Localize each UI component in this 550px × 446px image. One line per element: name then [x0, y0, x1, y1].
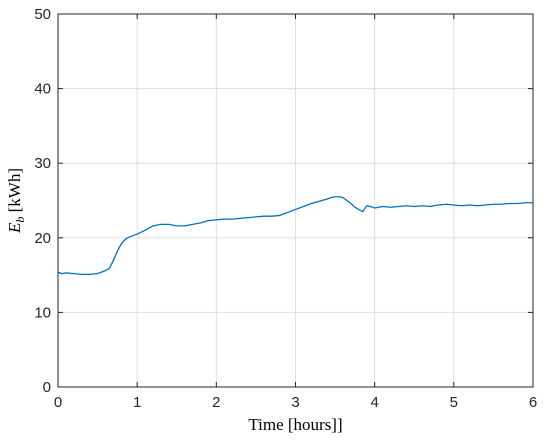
series-line-0 [57, 196, 533, 276]
y-tick-label-5: 50 [34, 6, 51, 23]
x-tick-label-3: 3 [291, 394, 299, 411]
x-tick-label-0: 0 [54, 394, 62, 411]
y-axis-label: Eb [kWh] [5, 168, 27, 234]
x-tick-label-1: 1 [133, 394, 141, 411]
y-tick-label-2: 20 [34, 230, 51, 247]
y-tick-label-3: 30 [34, 155, 51, 172]
x-tick-label-6: 6 [529, 394, 537, 411]
x-tick-label-5: 5 [450, 394, 458, 411]
x-axis-label: Time [hours]] [248, 415, 342, 434]
tick-labels: 0 1 2 3 4 5 6 0 10 20 30 40 50 [34, 6, 537, 411]
x-tick-label-2: 2 [212, 394, 220, 411]
y-tick-label-1: 10 [34, 304, 51, 321]
y-tick-label-4: 40 [34, 81, 51, 98]
y-tick-label-0: 0 [43, 379, 51, 396]
axes [57, 13, 534, 388]
y-axis-label-main: E [5, 222, 24, 234]
y-axis-label-unit: [kWh] [5, 168, 24, 217]
y-axis-label-subscript: b [13, 217, 27, 223]
x-tick-label-4: 4 [370, 394, 378, 411]
data-series [57, 196, 533, 276]
